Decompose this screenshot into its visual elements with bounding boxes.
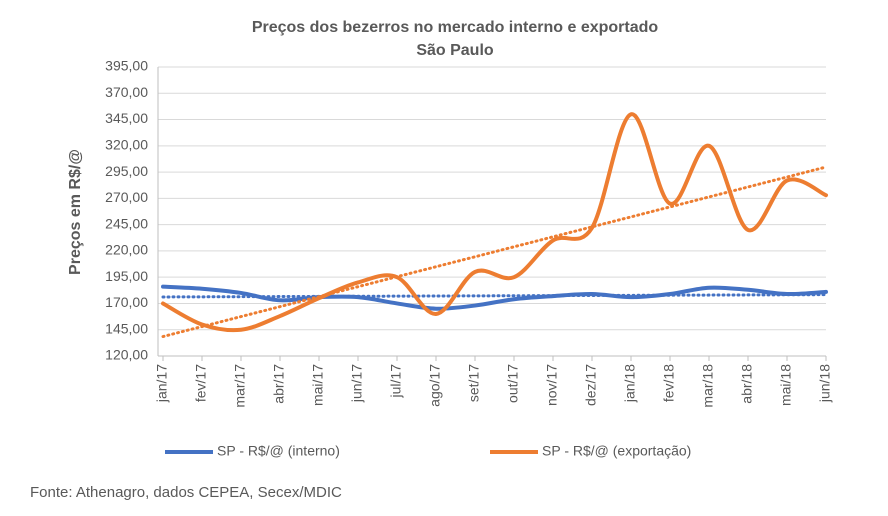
x-tick-label: fev/17 (193, 364, 209, 402)
series-line (161, 112, 828, 333)
y-tick-label: 245,00 (105, 215, 148, 231)
y-tick-label: 295,00 (105, 163, 148, 179)
x-tick-label: abr/17 (271, 364, 287, 404)
y-tick-label: 220,00 (105, 242, 148, 258)
y-tick-label: 345,00 (105, 110, 148, 126)
x-tick-label: ago/17 (427, 364, 443, 407)
x-tick-label: abr/18 (739, 364, 755, 404)
series-line (161, 284, 828, 311)
x-tick-label: jan/18 (622, 364, 638, 403)
x-tick-label: set/17 (466, 364, 482, 402)
legend-label: SP - R$/@ (exportação) (542, 443, 691, 459)
y-tick-label: 195,00 (105, 268, 148, 284)
y-tick-label: 395,00 (105, 58, 148, 74)
y-tick-label: 170,00 (105, 294, 148, 310)
source: Fonte: Athenagro, dados CEPEA, Secex/MDI… (30, 484, 342, 501)
x-tick-label: mai/18 (778, 364, 794, 406)
x-tick-label: jun/18 (817, 364, 833, 403)
x-tick-label: nov/17 (544, 364, 560, 406)
trendline (161, 165, 828, 339)
chart-subtitle: São Paulo (416, 42, 494, 59)
x-tick-label: jul/17 (388, 364, 404, 399)
y-tick-label: 270,00 (105, 189, 148, 205)
x-tick-label: mai/17 (310, 364, 326, 406)
y-tick-label: 320,00 (105, 137, 148, 153)
x-tick-label: dez/17 (583, 364, 599, 406)
y-tick-label: 145,00 (105, 320, 148, 336)
y-tick-label: 370,00 (105, 84, 148, 100)
chart-title: Preços dos bezerros no mercado interno e… (252, 19, 659, 36)
y-tick-label: 120,00 (105, 347, 148, 363)
y-axis-title: Preços em R$/@ (67, 149, 84, 275)
x-tick-label: mar/17 (232, 364, 248, 408)
x-tick-label: out/17 (505, 364, 521, 403)
legend-label: SP - R$/@ (interno) (217, 443, 340, 459)
x-tick-label: mar/18 (700, 364, 716, 408)
x-tick-label: jun/17 (349, 364, 365, 403)
x-tick-label: jan/17 (154, 364, 170, 403)
x-tick-label: fev/18 (661, 364, 677, 402)
trendline (161, 293, 828, 299)
